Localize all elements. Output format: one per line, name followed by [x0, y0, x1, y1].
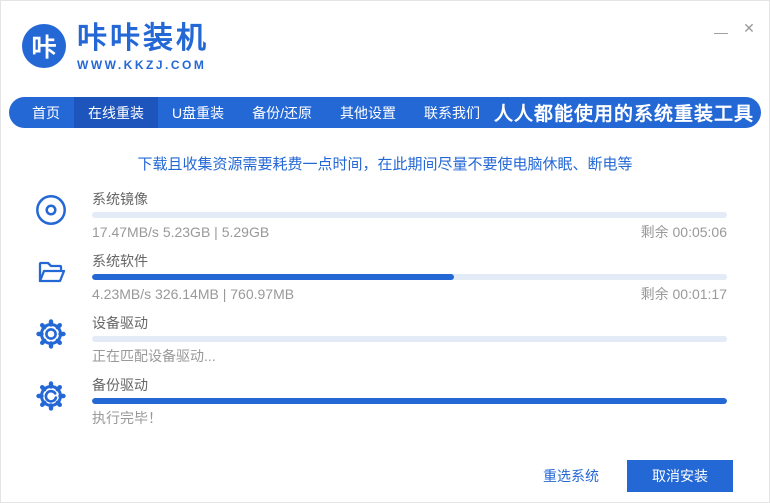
nav-item-backup-restore[interactable]: 备份/还原 — [252, 104, 313, 121]
nav-item-usb-reinstall[interactable]: U盘重装 — [172, 104, 225, 121]
nav-item-contact-us[interactable]: 联系我们 — [424, 104, 481, 121]
gear-icon — [34, 317, 68, 351]
app-website: WWW.KKZJ.COM — [77, 58, 207, 72]
notice-text: 下载且收集资源需要耗费一点时间，在此期间尽量不要使电脑休眠、断电等 — [137, 156, 633, 173]
close-icon: ✕ — [743, 19, 755, 36]
app-title: 咔咔装机 — [77, 22, 209, 55]
task-row-device-driver: 设备驱动 正在匹配设备驱动... — [31, 315, 727, 364]
progress-track — [92, 274, 727, 280]
minimize-button[interactable]: — — [707, 17, 735, 40]
gear-sync-icon — [34, 379, 68, 413]
task-name: 备份驱动 — [92, 377, 148, 393]
nav-item-home[interactable]: 首页 — [32, 104, 60, 121]
task-list: 系统镜像 17.47MB/s 5.23GB | 5.29GB 剩余 00:05:… — [31, 191, 727, 439]
progress-track — [92, 398, 727, 404]
nav-item-other-settings[interactable]: 其他设置 — [340, 104, 397, 121]
logo-glyph: 咔 — [31, 34, 57, 62]
progress-track — [92, 336, 727, 342]
task-row-system-software: 系统软件 4.23MB/s 326.14MB | 760.97MB 剩余 00:… — [31, 253, 727, 302]
cancel-install-button[interactable]: 取消安装 — [627, 460, 733, 492]
task-row-backup-driver: 备份驱动 执行完毕！ — [31, 377, 727, 426]
reselect-system-link[interactable]: 重选系统 — [543, 468, 599, 484]
task-speed: 17.47MB/s 5.23GB | 5.29GB — [92, 224, 270, 240]
header: 咔 咔咔装机 WWW.KKZJ.COM — ✕ — [1, 1, 769, 91]
brand-block: 咔咔装机 WWW.KKZJ.COM — [77, 22, 209, 72]
main-nav: 首页 在线重装 U盘重装 备份/还原 其他设置 联系我们 人人都能使用的系统重装… — [9, 97, 761, 128]
task-remaining: 剩余 00:01:17 — [640, 286, 727, 302]
task-remaining: 剩余 00:05:06 — [640, 224, 727, 240]
task-status-text: 执行完毕！ — [92, 410, 162, 426]
close-button[interactable]: ✕ — [735, 17, 763, 39]
minimize-icon: — — [714, 24, 728, 40]
task-name: 系统镜像 — [92, 191, 148, 207]
disc-icon — [34, 193, 68, 227]
progress-fill — [92, 398, 727, 404]
nav-item-online-reinstall[interactable]: 在线重装 — [74, 97, 158, 128]
task-row-system-image: 系统镜像 17.47MB/s 5.23GB | 5.29GB 剩余 00:05:… — [31, 191, 727, 240]
footer-actions: 重选系统 取消安装 — [543, 460, 733, 492]
nav-slogan: 人人都能使用的系统重装工具 — [494, 104, 755, 125]
folder-open-icon — [34, 255, 68, 289]
task-name: 系统软件 — [92, 253, 148, 269]
app-logo: 咔 — [22, 24, 66, 68]
window-controls: — ✕ — [707, 17, 763, 41]
progress-track — [92, 212, 727, 218]
task-speed: 4.23MB/s 326.14MB | 760.97MB — [92, 286, 295, 302]
task-name: 设备驱动 — [92, 315, 148, 331]
task-status-text: 正在匹配设备驱动... — [92, 348, 216, 364]
progress-fill — [92, 274, 454, 280]
